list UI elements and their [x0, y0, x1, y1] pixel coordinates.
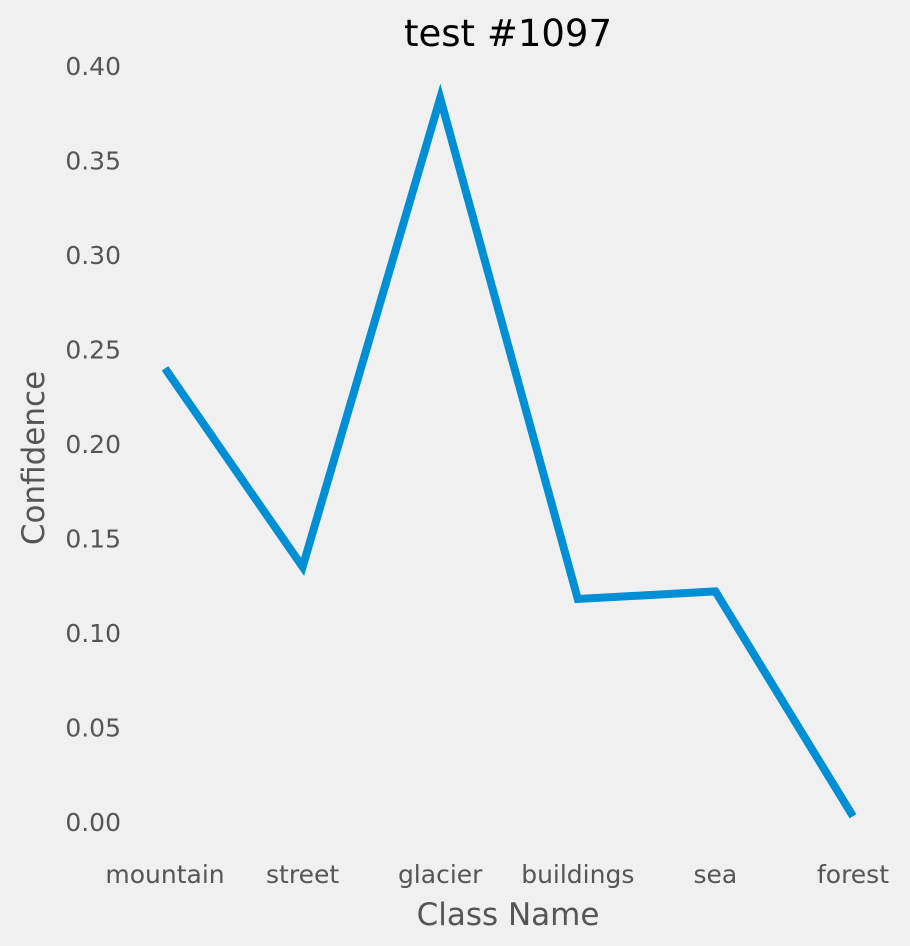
series-line: [161, 83, 857, 819]
y-tick-label: 0.00: [65, 808, 121, 837]
x-tick-label: street: [266, 860, 339, 889]
chart-title: test #1097: [404, 12, 612, 55]
y-tick-label: 0.30: [65, 241, 121, 270]
x-tick-label: glacier: [398, 860, 483, 889]
x-axis-ticks: mountain street glacier buildings sea forest: [105, 860, 889, 889]
x-tick-label: forest: [817, 860, 889, 889]
y-tick-label: 0.20: [65, 430, 121, 459]
x-axis-label: Class Name: [417, 897, 600, 933]
y-tick-label: 0.25: [65, 336, 121, 365]
x-tick-label: buildings: [521, 860, 634, 889]
y-tick-label: 0.10: [65, 619, 121, 648]
y-tick-label: 0.05: [65, 714, 121, 743]
y-tick-label: 0.15: [65, 525, 121, 554]
series-layer: [161, 83, 857, 819]
y-axis-ticks: 0.00 0.05 0.10 0.15 0.20 0.25 0.30 0.35 0.40: [65, 52, 121, 837]
y-tick-label: 0.35: [65, 147, 121, 176]
x-tick-label: mountain: [105, 860, 224, 889]
x-tick-label: sea: [694, 860, 738, 889]
y-tick-label: 0.40: [65, 52, 121, 81]
y-axis-label: Confidence: [16, 371, 52, 545]
